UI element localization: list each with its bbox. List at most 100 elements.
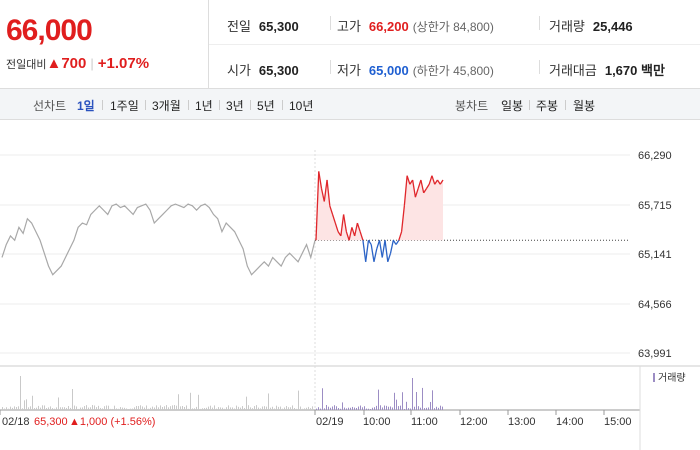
volume-bar: [264, 406, 265, 410]
volume-bar: [204, 408, 205, 410]
volume-bar: [160, 405, 161, 410]
volume-bar: [292, 405, 293, 410]
volume-bar: [392, 407, 393, 410]
volume-bar: [182, 405, 183, 410]
volume-bar: [180, 406, 181, 410]
volume-bar: [184, 406, 185, 410]
today-line-segment: [428, 175, 433, 185]
x-tick-label: 14:00: [556, 416, 584, 428]
volume-bar: [426, 407, 427, 410]
volume-bar: [330, 407, 331, 410]
today-line-segment: [423, 188, 427, 194]
volume-bar: [350, 407, 351, 410]
volume-bar: [44, 405, 45, 410]
quote-header: 66,000 전일대비▲700 | +1.07% 전일 65,300 고가 66,200…: [0, 0, 700, 89]
volume-bar: [124, 407, 125, 410]
volume-bar: [64, 407, 65, 410]
volume-bar: [368, 408, 369, 410]
volume-bar: [156, 405, 157, 410]
volume-bar: [348, 407, 349, 410]
today-line-segment: [400, 205, 405, 232]
today-line-segment: [376, 240, 381, 250]
volume-bar: [164, 406, 165, 410]
tab-1year[interactable]: 1년: [195, 99, 213, 113]
volume-bar: [382, 407, 383, 410]
volume-bar: [176, 405, 177, 410]
volume-bar: [38, 405, 39, 410]
today-line-segment: [398, 231, 403, 241]
volume-legend: 거래량: [653, 372, 686, 384]
volume-bar: [126, 408, 127, 410]
volume-bar: [374, 407, 375, 410]
y-tick-label: 65,141: [638, 249, 672, 261]
y-axis-labels: 66,290 65,715 65,141 64,566 63,991: [638, 150, 672, 360]
volume-bar: [412, 378, 413, 410]
tab-divider: [529, 100, 530, 110]
tab-monthly-candle[interactable]: 월봉: [573, 99, 596, 113]
stat-separator: [330, 60, 331, 74]
volume-bar: [390, 406, 391, 410]
change-line: 전일대비▲700 | +1.07%: [6, 55, 149, 72]
stat-value: 1,670 백만: [604, 63, 665, 78]
volume-bar: [158, 407, 159, 410]
today-line-segment: [345, 231, 350, 241]
volume-bar: [326, 405, 327, 410]
volume-bar: [364, 406, 365, 410]
volume-bar: [220, 407, 221, 410]
volume-bar: [84, 406, 85, 410]
volume-bar: [260, 408, 261, 410]
volume-bar: [98, 405, 99, 410]
volume-bar: [310, 408, 311, 410]
volume-bar: [440, 405, 441, 410]
tab-3months[interactable]: 3개월: [152, 99, 181, 113]
volume-bar: [32, 395, 33, 410]
volume-bar: [286, 405, 287, 410]
candle-chart-label: 봉차트: [455, 99, 489, 113]
volume-bar: [100, 407, 101, 410]
volume-bar: [340, 408, 341, 410]
volume-bar: [116, 408, 117, 410]
volume-bar: [198, 394, 199, 410]
tab-1day[interactable]: 1일: [77, 99, 95, 113]
volume-bar: [104, 406, 105, 410]
chart-frame: [0, 150, 700, 450]
current-price: 66,000: [6, 14, 93, 47]
volume-bar: [318, 407, 319, 410]
tab-5years[interactable]: 5년: [257, 99, 275, 113]
today-line-segment: [323, 179, 328, 202]
today-line-segment: [411, 179, 417, 198]
stat-sub: (하한가 45,800): [412, 64, 494, 78]
tab-1week[interactable]: 1주일: [110, 99, 139, 113]
volume-bar: [332, 406, 333, 410]
stat-label: 저가: [337, 63, 361, 78]
tab-10years[interactable]: 10년: [289, 99, 314, 113]
stats-divider: [209, 44, 700, 45]
volume-bar: [296, 408, 297, 410]
volume-bar: [304, 408, 305, 410]
volume-bar: [278, 406, 279, 410]
stat-value: 65,300: [258, 63, 299, 78]
volume-bar: [134, 407, 135, 410]
volume-bar: [202, 408, 203, 410]
volume-bar: [418, 406, 419, 410]
volume-bar: [434, 408, 435, 410]
volume-bar: [178, 394, 179, 410]
volume-bar: [142, 406, 143, 410]
y-tick-label: 66,290: [638, 150, 672, 162]
volume-bar: [166, 405, 167, 410]
volume-bar: [228, 405, 229, 410]
volume-bar: [34, 408, 35, 410]
volume-bar: [438, 407, 439, 410]
volume-bar: [354, 407, 355, 410]
volume-bar: [130, 408, 131, 410]
volume-bar: [280, 406, 281, 410]
volume-bar: [144, 407, 145, 410]
volume-bar: [80, 407, 81, 410]
stat-label: 고가: [337, 19, 361, 34]
tab-daily-candle[interactable]: 일봉: [501, 99, 524, 113]
tab-3years[interactable]: 3년: [226, 99, 244, 113]
volume-bar: [208, 406, 209, 410]
tab-weekly-candle[interactable]: 주봉: [536, 99, 559, 113]
today-line-segment: [342, 214, 348, 232]
